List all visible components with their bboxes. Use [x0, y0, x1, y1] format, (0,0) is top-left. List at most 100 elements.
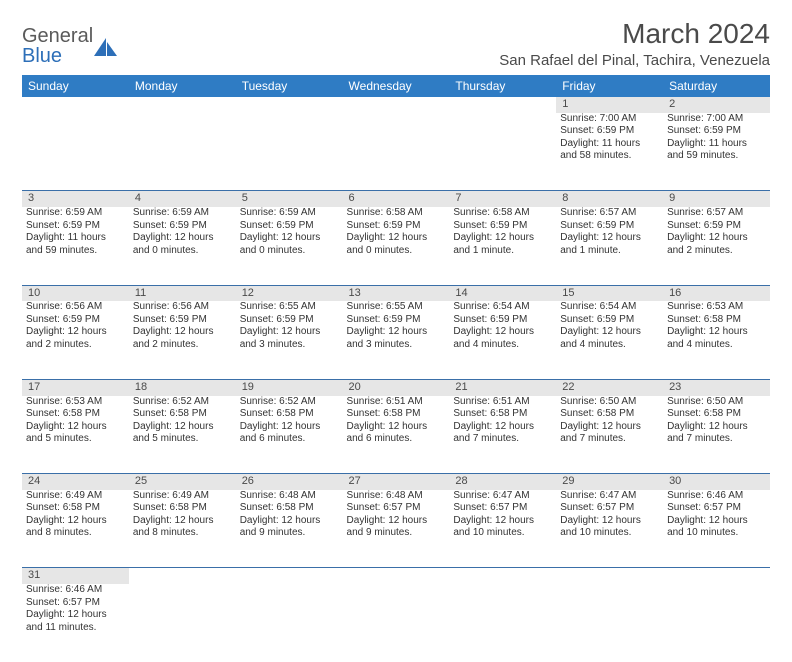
- day-number: 28: [449, 474, 556, 490]
- day-cell: Sunrise: 6:59 AMSunset: 6:59 PMDaylight:…: [236, 207, 343, 285]
- day-cell: [663, 584, 770, 662]
- sunrise-line: Sunrise: 6:52 AM: [133, 396, 232, 409]
- day-number: 21: [449, 379, 556, 395]
- sunrise-line: Sunrise: 6:51 AM: [347, 396, 446, 409]
- day-number: [449, 97, 556, 113]
- day-number: 30: [663, 474, 770, 490]
- day-number: 7: [449, 191, 556, 207]
- day-cell: Sunrise: 6:51 AMSunset: 6:58 PMDaylight:…: [343, 396, 450, 474]
- sunset-line: Sunset: 6:58 PM: [453, 408, 552, 421]
- daylight-line: Daylight: 12 hours and 1 minute.: [560, 232, 659, 257]
- daylight-line: Daylight: 12 hours and 7 minutes.: [667, 421, 766, 446]
- day-cell: Sunrise: 7:00 AMSunset: 6:59 PMDaylight:…: [556, 113, 663, 191]
- day-number: [22, 97, 129, 113]
- day-cell: Sunrise: 7:00 AMSunset: 6:59 PMDaylight:…: [663, 113, 770, 191]
- daylight-line: Daylight: 12 hours and 8 minutes.: [26, 515, 125, 540]
- sunrise-line: Sunrise: 6:46 AM: [26, 584, 125, 597]
- day-number: [449, 568, 556, 584]
- day-number: 2: [663, 97, 770, 113]
- day-cell: Sunrise: 6:52 AMSunset: 6:58 PMDaylight:…: [129, 396, 236, 474]
- day-cell: [236, 584, 343, 662]
- day-cell: Sunrise: 6:55 AMSunset: 6:59 PMDaylight:…: [343, 301, 450, 379]
- daylight-line: Daylight: 12 hours and 5 minutes.: [133, 421, 232, 446]
- day-content-row: Sunrise: 6:59 AMSunset: 6:59 PMDaylight:…: [22, 207, 770, 285]
- sunrise-line: Sunrise: 6:49 AM: [26, 490, 125, 503]
- sunset-line: Sunset: 6:57 PM: [453, 502, 552, 515]
- day-number: 24: [22, 474, 129, 490]
- sunset-line: Sunset: 6:59 PM: [26, 314, 125, 327]
- day-cell: Sunrise: 6:50 AMSunset: 6:58 PMDaylight:…: [556, 396, 663, 474]
- sunrise-line: Sunrise: 6:53 AM: [667, 301, 766, 314]
- day-number: 10: [22, 285, 129, 301]
- daylight-line: Daylight: 12 hours and 3 minutes.: [240, 326, 339, 351]
- location: San Rafael del Pinal, Tachira, Venezuela: [499, 52, 770, 69]
- day-cell: [236, 113, 343, 191]
- daylight-line: Daylight: 12 hours and 7 minutes.: [560, 421, 659, 446]
- daylight-line: Daylight: 12 hours and 0 minutes.: [240, 232, 339, 257]
- sunset-line: Sunset: 6:59 PM: [240, 220, 339, 233]
- day-number-row: 31: [22, 568, 770, 584]
- logo-text: GeneralBlue: [22, 26, 93, 66]
- day-number: 3: [22, 191, 129, 207]
- sunrise-line: Sunrise: 6:50 AM: [667, 396, 766, 409]
- day-cell: Sunrise: 6:59 AMSunset: 6:59 PMDaylight:…: [22, 207, 129, 285]
- day-number: 13: [343, 285, 450, 301]
- day-cell: [449, 113, 556, 191]
- sunset-line: Sunset: 6:59 PM: [560, 220, 659, 233]
- daylight-line: Daylight: 12 hours and 2 minutes.: [133, 326, 232, 351]
- sunset-line: Sunset: 6:58 PM: [26, 502, 125, 515]
- sunrise-line: Sunrise: 6:55 AM: [240, 301, 339, 314]
- day-cell: Sunrise: 6:47 AMSunset: 6:57 PMDaylight:…: [449, 490, 556, 568]
- day-cell: Sunrise: 6:46 AMSunset: 6:57 PMDaylight:…: [663, 490, 770, 568]
- day-number: [129, 97, 236, 113]
- sunrise-line: Sunrise: 6:53 AM: [26, 396, 125, 409]
- sunrise-line: Sunrise: 7:00 AM: [667, 113, 766, 126]
- daylight-line: Daylight: 12 hours and 3 minutes.: [347, 326, 446, 351]
- day-number: 4: [129, 191, 236, 207]
- day-number: [236, 568, 343, 584]
- sunrise-line: Sunrise: 6:52 AM: [240, 396, 339, 409]
- day-content-row: Sunrise: 6:49 AMSunset: 6:58 PMDaylight:…: [22, 490, 770, 568]
- day-number: 31: [22, 568, 129, 584]
- day-cell: Sunrise: 6:49 AMSunset: 6:58 PMDaylight:…: [129, 490, 236, 568]
- daylight-line: Daylight: 12 hours and 4 minutes.: [453, 326, 552, 351]
- day-header: Sunday: [22, 75, 129, 97]
- day-number-row: 10111213141516: [22, 285, 770, 301]
- day-number-row: 17181920212223: [22, 379, 770, 395]
- day-cell: Sunrise: 6:54 AMSunset: 6:59 PMDaylight:…: [556, 301, 663, 379]
- sunset-line: Sunset: 6:58 PM: [347, 408, 446, 421]
- day-cell: Sunrise: 6:49 AMSunset: 6:58 PMDaylight:…: [22, 490, 129, 568]
- day-content-row: Sunrise: 6:56 AMSunset: 6:59 PMDaylight:…: [22, 301, 770, 379]
- day-cell: Sunrise: 6:46 AMSunset: 6:57 PMDaylight:…: [22, 584, 129, 662]
- sunrise-line: Sunrise: 6:59 AM: [240, 207, 339, 220]
- day-number: [343, 97, 450, 113]
- day-cell: [556, 584, 663, 662]
- day-number: 1: [556, 97, 663, 113]
- day-number: 27: [343, 474, 450, 490]
- day-number-row: 24252627282930: [22, 474, 770, 490]
- day-content-row: Sunrise: 6:53 AM Sunset: 6:58 PM Daylight:…: [22, 396, 770, 474]
- daylight-line: Daylight: 12 hours and 2 minutes.: [26, 326, 125, 351]
- day-header: Tuesday: [236, 75, 343, 97]
- sunrise-line: Sunrise: 6:51 AM: [453, 396, 552, 409]
- daylight-line: Daylight: 12 hours and 10 minutes.: [453, 515, 552, 540]
- day-number: 9: [663, 191, 770, 207]
- day-content-row: Sunrise: 7:00 AMSunset: 6:59 PMDaylight:…: [22, 113, 770, 191]
- sunset-line: Sunset: 6:58 PM: [240, 502, 339, 515]
- sunset-line: Sunset: 6:59 PM: [240, 314, 339, 327]
- day-number-row: 12: [22, 97, 770, 113]
- day-number: 29: [556, 474, 663, 490]
- month-title: March 2024: [499, 18, 770, 50]
- sunset-line: Sunset: 6:59 PM: [560, 314, 659, 327]
- sunrise-line: Sunrise: 6:49 AM: [133, 490, 232, 503]
- daylight-line: Daylight: 12 hours and 10 minutes.: [560, 515, 659, 540]
- day-header: Saturday: [663, 75, 770, 97]
- sunset-line: Sunset: 6:59 PM: [560, 125, 659, 138]
- sunset-line: Sunset: 6:58 PM: [667, 314, 766, 327]
- daylight-line: Daylight: 11 hours and 59 minutes.: [26, 232, 125, 257]
- daylight-line: Daylight: 12 hours and 9 minutes.: [240, 515, 339, 540]
- sunrise-line: Sunrise: 6:56 AM: [26, 301, 125, 314]
- sunrise-line: Sunrise: 6:46 AM: [667, 490, 766, 503]
- sunset-line: Sunset: 6:59 PM: [133, 314, 232, 327]
- daylight-line: Daylight: 12 hours and 0 minutes.: [133, 232, 232, 257]
